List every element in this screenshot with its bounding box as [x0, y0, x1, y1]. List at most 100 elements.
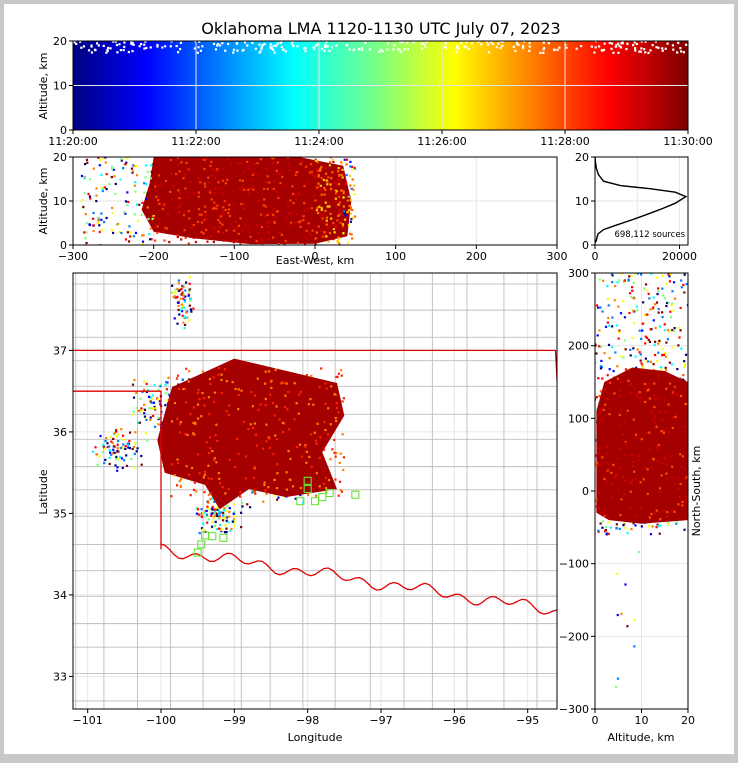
time-altitude-gap-speck — [521, 44, 525, 48]
ew-altitude-source — [259, 213, 263, 216]
time-altitude-gap-speck — [499, 46, 502, 50]
altitude-ns-core-source — [658, 410, 662, 413]
ew-altitude-source — [180, 238, 183, 241]
plan-view-source — [218, 523, 222, 527]
time-altitude-gap-speck — [179, 47, 182, 51]
altitude-ns-core-source — [671, 391, 674, 394]
ew-altitude-source — [177, 163, 180, 166]
altitude-ns-core-source — [652, 457, 655, 461]
ew-altitude-source — [100, 212, 103, 215]
altitude-histogram-curve — [594, 156, 688, 244]
ew-altitude-source — [98, 164, 101, 167]
altitude-ns-source — [613, 285, 617, 288]
time-altitude-gap-speck — [593, 51, 596, 54]
plan-view-source — [153, 383, 156, 387]
plan-view-source — [214, 524, 217, 528]
altitude-ns-source — [668, 275, 671, 278]
altitude-ns-core-source — [655, 425, 658, 428]
time-altitude-gap-speck — [457, 47, 460, 50]
altitude-ns-source — [615, 527, 618, 530]
ew-altitude-source — [161, 203, 164, 206]
plan-view-source — [225, 531, 228, 534]
plan-view-core-source — [208, 377, 212, 381]
plan-view-source — [135, 406, 138, 410]
plan-view-core-source — [203, 404, 206, 407]
plan-view-core-source — [237, 388, 240, 391]
altitude-ns-core-source — [634, 433, 638, 436]
ew-altitude-source — [84, 213, 87, 216]
ew-altitude-source — [336, 240, 339, 243]
ew-altitude-source — [205, 213, 208, 217]
plan-view-source — [131, 413, 134, 416]
altitude-ns-core-source — [595, 505, 599, 508]
ew-altitude-source — [216, 204, 219, 207]
plan-view-source — [154, 408, 157, 411]
ew-altitude-xtick-label: 0 — [312, 250, 319, 263]
ew-altitude-source — [204, 205, 207, 208]
time-altitude-gap-speck — [280, 41, 283, 43]
plan-view-core-source — [238, 495, 242, 498]
ew-altitude-source — [260, 226, 264, 229]
altitude-ns-core-source — [599, 390, 603, 393]
plan-view-core-source — [265, 440, 268, 443]
plan-view-source — [184, 289, 187, 292]
plan-view-source — [115, 455, 118, 459]
plan-view-core-source — [281, 381, 284, 384]
ew-altitude-source — [350, 217, 353, 221]
time-altitude-gap-speck — [661, 47, 664, 50]
altitude-ns-source — [598, 278, 601, 281]
ew-altitude-source — [183, 211, 186, 214]
ew-altitude-source — [210, 174, 213, 177]
plan-view-source — [241, 502, 244, 505]
plan-view-source — [125, 454, 128, 457]
altitude-ns-core-source — [619, 409, 622, 412]
plan-view-source — [167, 376, 170, 379]
time-altitude-gap-speck — [490, 41, 493, 44]
plan-view-source — [139, 397, 142, 400]
ew-altitude-source — [133, 184, 136, 187]
time-altitude-gap-speck — [260, 46, 263, 50]
altitude-ns-source — [616, 281, 619, 284]
plan-view-source — [216, 508, 219, 511]
plan-view-core-source — [216, 439, 219, 443]
altitude-ns-source — [624, 368, 628, 371]
plan-view-source — [188, 304, 191, 307]
altitude-ns-source — [634, 524, 637, 527]
ew-altitude-source — [334, 192, 338, 195]
plan-view-source — [183, 298, 186, 302]
plan-view-core-source — [308, 455, 311, 459]
ew-altitude-source — [308, 171, 312, 174]
plan-view-source — [146, 439, 149, 442]
time-altitude-gap-speck — [528, 41, 531, 45]
altitude-ns-core-source — [665, 472, 668, 475]
altitude-ns-source — [599, 365, 602, 368]
plan-view-source — [145, 418, 148, 422]
altitude-ns-core-source — [608, 413, 611, 416]
altitude-ns-core-source — [639, 399, 642, 402]
plan-view-xtick-label: −95 — [516, 714, 539, 727]
ew-altitude-source — [273, 221, 276, 224]
plan-view-source — [246, 503, 249, 506]
plan-view-source — [228, 507, 231, 510]
plan-view-source — [178, 313, 181, 316]
altitude-ns-source — [651, 525, 654, 528]
altitude-ns-core-source — [646, 389, 649, 392]
ew-altitude-source — [271, 213, 275, 216]
ew-altitude-source — [292, 201, 295, 205]
ew-altitude-source — [341, 223, 345, 226]
time-altitude-gap-speck — [269, 43, 272, 46]
ew-altitude-source — [101, 188, 104, 191]
altitude-ns-source — [668, 330, 671, 333]
ew-altitude-source — [295, 197, 298, 200]
ew-altitude-source — [136, 164, 139, 168]
plan-view-core-source — [196, 453, 200, 456]
plan-view-source — [133, 466, 136, 469]
time-altitude-xtick-label: 11:30:00 — [663, 135, 712, 148]
ew-altitude-source — [326, 180, 329, 184]
ew-altitude-source — [104, 157, 107, 159]
plan-view-core-source — [203, 491, 206, 494]
plan-view-core-source — [304, 444, 307, 447]
time-altitude-gap-speck — [644, 51, 647, 54]
plan-view-core-source — [190, 466, 194, 470]
altitude-ns-source — [632, 522, 635, 525]
